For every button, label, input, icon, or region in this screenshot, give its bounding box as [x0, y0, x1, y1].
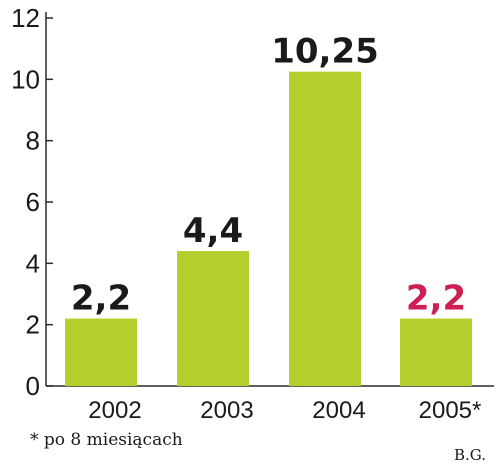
- x-tick-label: 2002: [88, 397, 141, 424]
- data-label: 2,2: [71, 279, 131, 319]
- chart-footnote: * po 8 miesiącach: [30, 430, 183, 450]
- y-tick-label: 4: [26, 248, 40, 278]
- data-label: 4,4: [183, 211, 243, 251]
- y-tick-label: 6: [26, 187, 40, 217]
- x-tick-label: 2004: [312, 397, 365, 424]
- x-tick-label: 2005*: [419, 397, 482, 424]
- bar-2002: [65, 318, 137, 386]
- data-label: 10,25: [271, 32, 379, 72]
- y-tick-label: 2: [26, 310, 40, 340]
- bar-2003: [177, 251, 249, 386]
- y-tick-label: 10: [11, 64, 40, 94]
- x-tick-label: 2003: [200, 397, 253, 424]
- data-label: 2,2: [406, 279, 466, 319]
- y-tick-label: 0: [26, 371, 40, 401]
- bar-2005*: [400, 318, 472, 386]
- y-tick-label: 8: [26, 126, 40, 156]
- bar-2004: [289, 71, 361, 387]
- y-tick-label: 12: [11, 3, 40, 33]
- chart-credit: B.G.: [453, 446, 486, 464]
